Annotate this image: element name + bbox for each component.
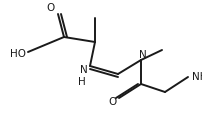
Text: NH₂: NH₂ [191,72,202,82]
Text: O: O [47,3,55,13]
Text: O: O [108,97,117,107]
Text: N: N [80,65,87,75]
Text: HO: HO [10,49,26,59]
Text: H: H [78,77,85,87]
Text: N: N [138,50,146,60]
